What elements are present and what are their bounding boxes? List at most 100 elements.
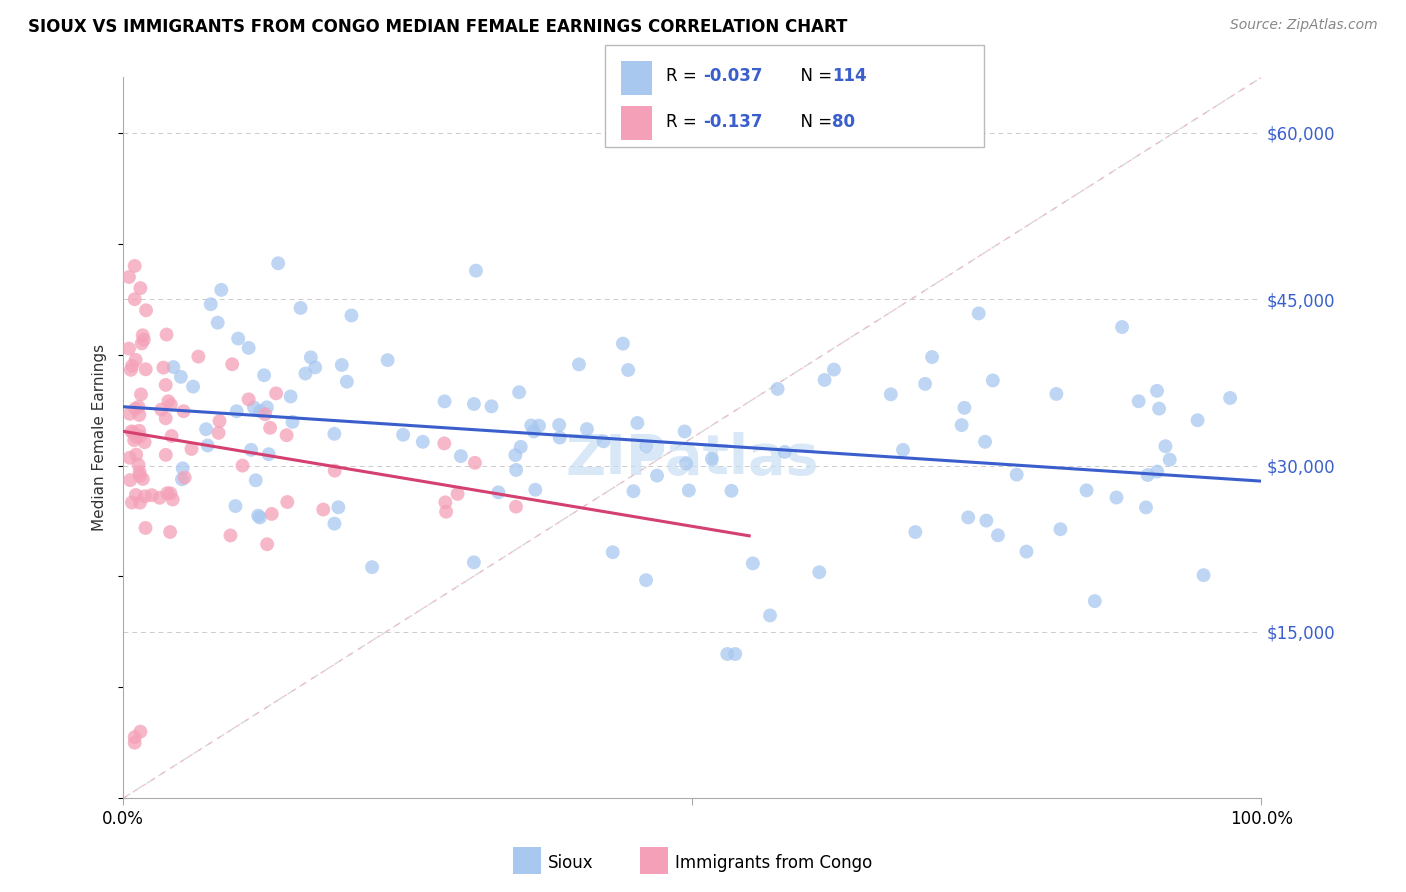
Point [125, 448, 148, 462]
Point [1111, 320, 1133, 334]
Point [135, 303, 157, 318]
Point [128, 408, 150, 422]
Point [159, 486, 181, 500]
Point [134, 435, 156, 450]
Point [741, 557, 763, 571]
Point [245, 473, 267, 487]
Point [1219, 391, 1241, 405]
Point [249, 404, 271, 418]
Point [465, 263, 488, 277]
Point [149, 491, 172, 505]
Point [122, 425, 145, 440]
Y-axis label: Median Female Earnings: Median Female Earnings [93, 344, 107, 532]
Point [124, 401, 146, 416]
Point [197, 438, 219, 452]
Point [636, 440, 658, 454]
Point [299, 351, 322, 365]
Point [132, 333, 155, 347]
Point [121, 495, 143, 509]
Point [124, 352, 146, 367]
Point [173, 404, 195, 418]
Text: Immigrants from Congo: Immigrants from Congo [675, 854, 872, 871]
Point [155, 327, 177, 342]
Point [976, 514, 998, 528]
Point [1076, 483, 1098, 498]
Point [118, 407, 141, 421]
Point [264, 386, 287, 401]
Text: R =: R = [666, 68, 703, 86]
Text: N =: N = [790, 112, 838, 130]
Text: 114: 114 [832, 68, 868, 86]
Point [602, 545, 624, 559]
Point [377, 353, 399, 368]
Point [173, 470, 195, 484]
Point [124, 259, 146, 273]
Point [481, 400, 503, 414]
Point [1084, 594, 1107, 608]
Point [259, 421, 281, 435]
Point [247, 508, 270, 523]
Point [1105, 491, 1128, 505]
Text: SIOUX VS IMMIGRANTS FROM CONGO MEDIAN FEMALE EARNINGS CORRELATION CHART: SIOUX VS IMMIGRANTS FROM CONGO MEDIAN FE… [28, 18, 848, 36]
Point [159, 524, 181, 539]
Point [120, 425, 142, 439]
Point [636, 573, 658, 587]
Point [523, 425, 546, 439]
Point [464, 456, 486, 470]
Point [118, 342, 141, 356]
Point [505, 463, 527, 477]
Point [1136, 467, 1159, 482]
Text: ZIPatlas: ZIPatlas [565, 433, 820, 486]
Point [256, 537, 278, 551]
Point [187, 350, 209, 364]
Point [304, 360, 326, 375]
Text: 80: 80 [832, 112, 855, 130]
Point [290, 301, 312, 315]
Point [1187, 413, 1209, 427]
Point [617, 363, 640, 377]
Point [260, 507, 283, 521]
Point [128, 469, 150, 483]
Point [891, 442, 914, 457]
Point [219, 528, 242, 542]
Point [508, 385, 530, 400]
Point [880, 387, 903, 401]
Point [1159, 452, 1181, 467]
Point [162, 492, 184, 507]
Point [134, 521, 156, 535]
Point [155, 448, 177, 462]
Point [225, 404, 247, 418]
Point [132, 472, 155, 486]
Point [128, 424, 150, 438]
Point [155, 378, 177, 392]
Point [121, 359, 143, 373]
Point [336, 375, 359, 389]
Point [156, 486, 179, 500]
Point [152, 360, 174, 375]
Point [330, 358, 353, 372]
Point [361, 560, 384, 574]
Point [505, 500, 527, 514]
Point [645, 468, 668, 483]
Text: -0.037: -0.037 [703, 68, 762, 86]
Point [981, 374, 1004, 388]
Point [240, 442, 263, 457]
Point [129, 387, 152, 401]
Point [312, 502, 335, 516]
Point [450, 449, 472, 463]
Point [181, 379, 204, 393]
Point [256, 401, 278, 415]
Point [127, 400, 149, 414]
Point [128, 465, 150, 479]
Point [160, 398, 183, 412]
Text: -0.137: -0.137 [703, 112, 762, 130]
Point [155, 411, 177, 425]
Point [1049, 522, 1071, 536]
Point [1146, 465, 1168, 479]
Point [118, 270, 141, 285]
Point [207, 316, 229, 330]
Point [773, 445, 796, 459]
Point [675, 457, 697, 471]
Point [392, 427, 415, 442]
Point [129, 429, 152, 443]
